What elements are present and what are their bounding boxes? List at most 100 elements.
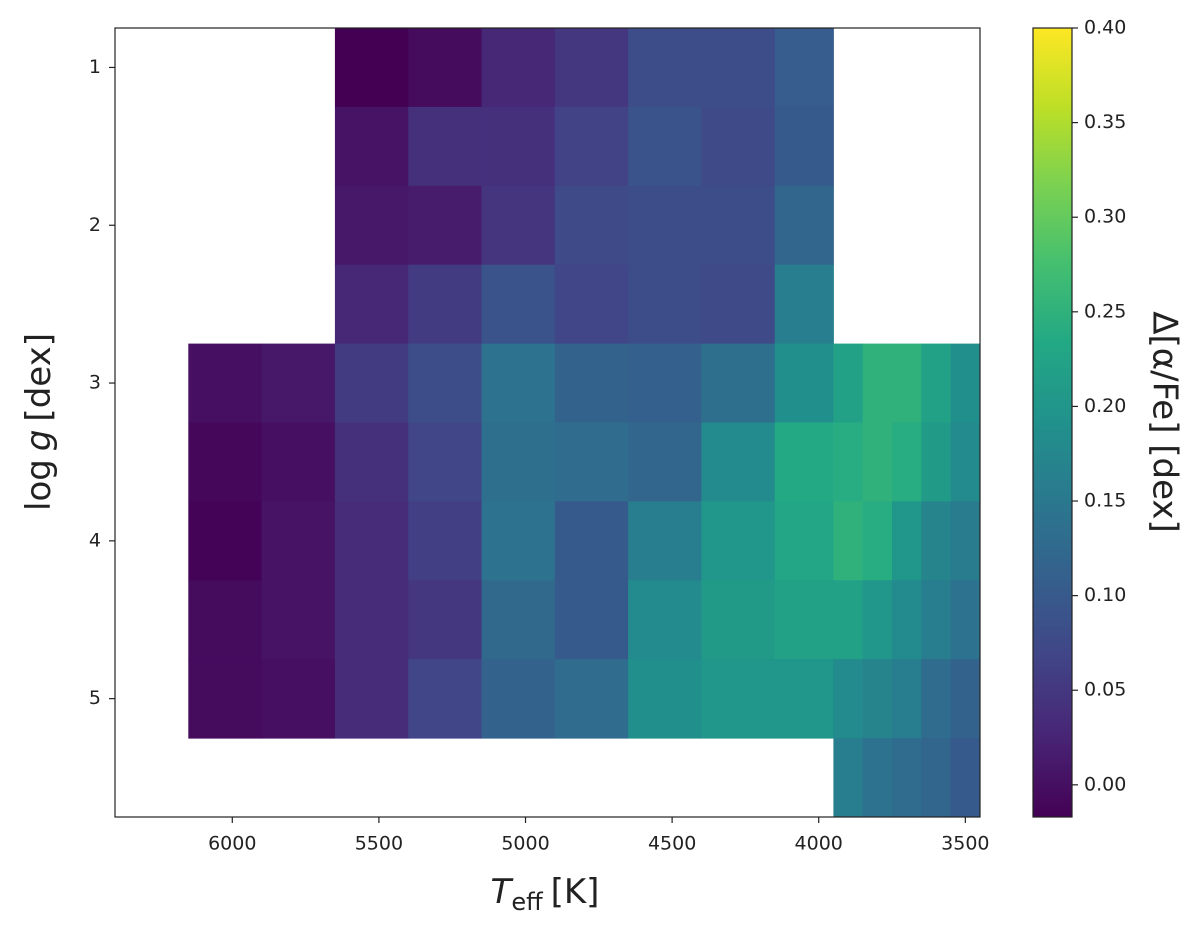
heatmap-cell: [334, 580, 409, 660]
heatmap-cell: [554, 343, 629, 423]
heatmap-cell: [774, 106, 834, 187]
heatmap-cell: [408, 343, 483, 423]
heatmap-cell: [334, 659, 409, 739]
heatmap-cell: [862, 422, 893, 502]
heatmap-cell: [188, 580, 263, 660]
heatmap-cell: [921, 738, 952, 818]
heatmap-cell: [628, 264, 702, 345]
heatmap-cell: [628, 28, 702, 108]
y-tick-label: 2: [89, 214, 101, 236]
heatmap-cell: [892, 659, 922, 739]
heatmap-cell: [261, 659, 336, 739]
heatmap-cell: [774, 343, 834, 423]
heatmap-cell: [950, 343, 981, 423]
heatmap-cell: [408, 580, 483, 660]
heatmap-cell: [862, 343, 893, 423]
heatmap-cell: [921, 422, 952, 502]
colorbar-tick-label: 0.00: [1084, 773, 1126, 795]
x-label-symbol: T: [491, 872, 514, 912]
heatmap-cell: [892, 580, 922, 660]
colorbar-tick-label: 0.10: [1084, 584, 1126, 606]
colorbar-tick-label: 0.40: [1084, 17, 1126, 39]
heatmap-cell: [921, 343, 952, 423]
heatmap-cell: [701, 501, 776, 581]
heatmap-cell: [334, 501, 409, 581]
heatmap-cell: [950, 422, 981, 502]
heatmap-cell: [261, 343, 336, 423]
heatmap-cell: [481, 659, 556, 739]
y-label-unit: [dex]: [19, 333, 59, 422]
heatmap-cell: [408, 501, 483, 581]
y-label-symbol: g: [19, 430, 59, 452]
heatmap-cell: [408, 659, 483, 739]
heatmap-cell: [188, 422, 263, 502]
heatmap-cell: [833, 422, 864, 502]
colorbar-tick-label: 0.20: [1084, 395, 1126, 417]
heatmap-cell: [408, 185, 483, 266]
x-tick-label: 4000: [795, 833, 843, 855]
heatmap-cell: [408, 28, 483, 108]
colorbar: [1032, 27, 1073, 818]
heatmap-cell: [833, 343, 864, 423]
heatmap-cell: [334, 106, 409, 187]
heatmap-cell: [892, 738, 922, 818]
heatmap-cell: [628, 185, 702, 266]
heatmap-cell: [334, 343, 409, 423]
heatmap-cell: [701, 28, 776, 108]
heatmap-cell: [481, 580, 556, 660]
x-tick-label: 5500: [355, 833, 403, 855]
heatmap-cell: [554, 264, 629, 345]
heatmap-cell: [261, 422, 336, 502]
heatmap-cell: [950, 738, 981, 818]
heatmap-cell: [554, 659, 629, 739]
heatmap-cell: [628, 422, 702, 502]
heatmap-cell: [481, 185, 556, 266]
heatmap-cell: [481, 264, 556, 345]
heatmap-cell: [950, 580, 981, 660]
heatmap-cell: [950, 659, 981, 739]
heatmap-cell: [774, 501, 834, 581]
heatmap-cell: [862, 501, 893, 581]
heatmap-cell: [833, 738, 864, 818]
heatmap-cell: [774, 264, 834, 345]
heatmap-cell: [701, 659, 776, 739]
heatmap-cell: [628, 580, 702, 660]
heatmap-cell: [833, 501, 864, 581]
y-tick-label: 5: [89, 687, 101, 709]
heatmap-cell: [701, 580, 776, 660]
y-tick-label: 4: [89, 529, 101, 551]
heatmap-cell: [554, 185, 629, 266]
heatmap-cell: [628, 106, 702, 187]
heatmap-cell: [921, 501, 952, 581]
heatmap-cell: [408, 264, 483, 345]
heatmap-cell: [554, 580, 629, 660]
x-axis-label: Teff [K]: [491, 872, 600, 917]
heatmap-cell: [701, 264, 776, 345]
heatmap-cell: [921, 580, 952, 660]
heatmap-cell: [554, 501, 629, 581]
colorbar-label: Δ[α/Fe] [dex]: [1145, 311, 1185, 533]
heatmap-cell: [833, 580, 864, 660]
y-tick-label: 3: [89, 372, 101, 394]
heatmap-cell: [554, 422, 629, 502]
heatmap-cell: [261, 501, 336, 581]
heatmap-cell: [862, 738, 893, 818]
y-tick-label: 1: [89, 56, 101, 78]
heatmap-cell: [862, 580, 893, 660]
colorbar-tick-label: 0.30: [1084, 206, 1126, 228]
heatmap-cell: [892, 501, 922, 581]
heatmap-cell: [261, 580, 336, 660]
heatmap-cell: [892, 343, 922, 423]
heatmap-cell: [774, 422, 834, 502]
heatmap-cell: [334, 422, 409, 502]
heatmap-cell: [408, 422, 483, 502]
x-tick-label: 5000: [501, 833, 549, 855]
heatmap-cell: [701, 185, 776, 266]
x-label-unit: [K]: [551, 872, 600, 912]
heatmap-cell: [481, 343, 556, 423]
colorbar-tick-label: 0.05: [1084, 679, 1126, 701]
heatmap-cell: [188, 659, 263, 739]
x-tick-label: 3500: [941, 833, 989, 855]
heatmap-cell: [774, 28, 834, 108]
heatmap-cell: [481, 501, 556, 581]
